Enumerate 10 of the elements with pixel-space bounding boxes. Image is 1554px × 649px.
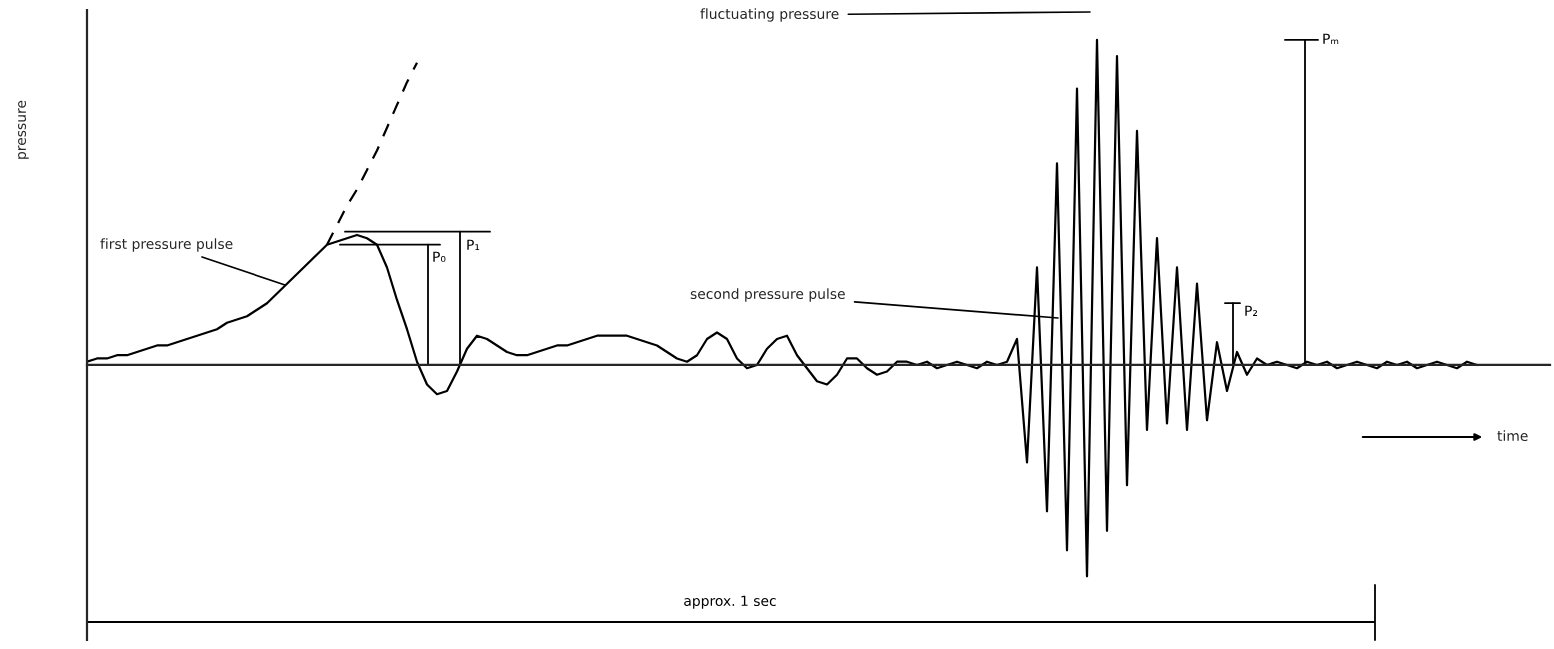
ref-line-label: Pₘ: [1323, 33, 1339, 44]
annotation: first pressure pulse: [100, 238, 233, 252]
annotation: second pressure pulse: [690, 288, 845, 302]
ref-line-label: P₂: [1245, 305, 1258, 316]
text: fluctuating pressure: [700, 8, 839, 22]
ref-line-label: P₀: [433, 251, 446, 262]
text: approx. 1 sec: [684, 595, 776, 609]
y-axis-title: pressure: [18, 100, 29, 159]
x-axis-title: time: [1497, 430, 1528, 442]
ref-line-label: P₁: [467, 239, 480, 250]
